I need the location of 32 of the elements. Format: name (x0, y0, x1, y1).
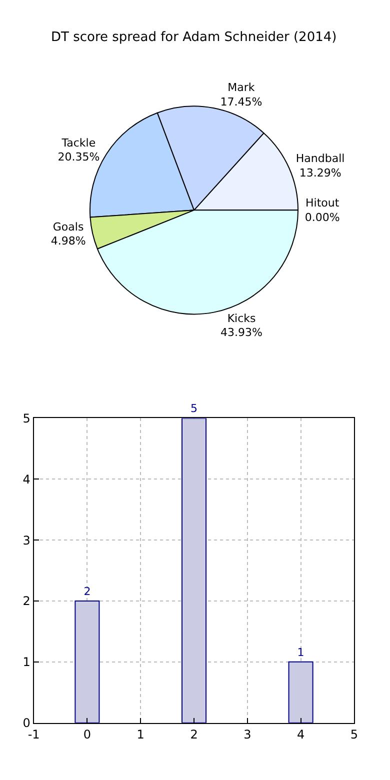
x-tick-label: 4 (296, 727, 305, 742)
slice-label: Tackle (60, 136, 96, 150)
y-tick-label: 0 (22, 716, 30, 730)
data-label: 13.29% (299, 166, 342, 180)
bar (74, 600, 100, 723)
x-tick-label: 1 (136, 727, 144, 742)
chart-title: DT score spread for Adam Schneider (2014) (51, 30, 337, 45)
x-tick-label: 3 (244, 727, 252, 742)
data-label: 2 (84, 585, 91, 598)
y-tick-label: 5 (22, 411, 30, 426)
x-tick-label: -1 (28, 727, 40, 742)
data-label: 4.98% (50, 234, 86, 248)
data-label: 1 (297, 646, 304, 659)
slice-label: Handball (296, 152, 345, 166)
data-label: 5 (190, 402, 198, 416)
y-tick-label: 2 (22, 594, 30, 608)
slice-label: Goals (52, 220, 84, 234)
x-tick-label: 5 (350, 727, 358, 742)
data-label: 17.45% (220, 95, 262, 108)
data-label: 20.35% (58, 150, 100, 164)
bar (288, 661, 314, 723)
category-label: Hitout (305, 196, 340, 210)
y-tick-label: 1 (22, 655, 30, 670)
slice-label: Mark (228, 81, 256, 94)
bar (181, 418, 207, 723)
slice-label: Kicks (227, 312, 256, 325)
x-tick-label: 0 (83, 727, 92, 742)
y-tick-label: 4 (22, 472, 30, 486)
y-tick-label: 3 (22, 533, 30, 548)
x-tick-label: 2 (190, 727, 198, 742)
data-label: 43.93% (220, 326, 262, 340)
text: 0.00% (304, 210, 340, 224)
